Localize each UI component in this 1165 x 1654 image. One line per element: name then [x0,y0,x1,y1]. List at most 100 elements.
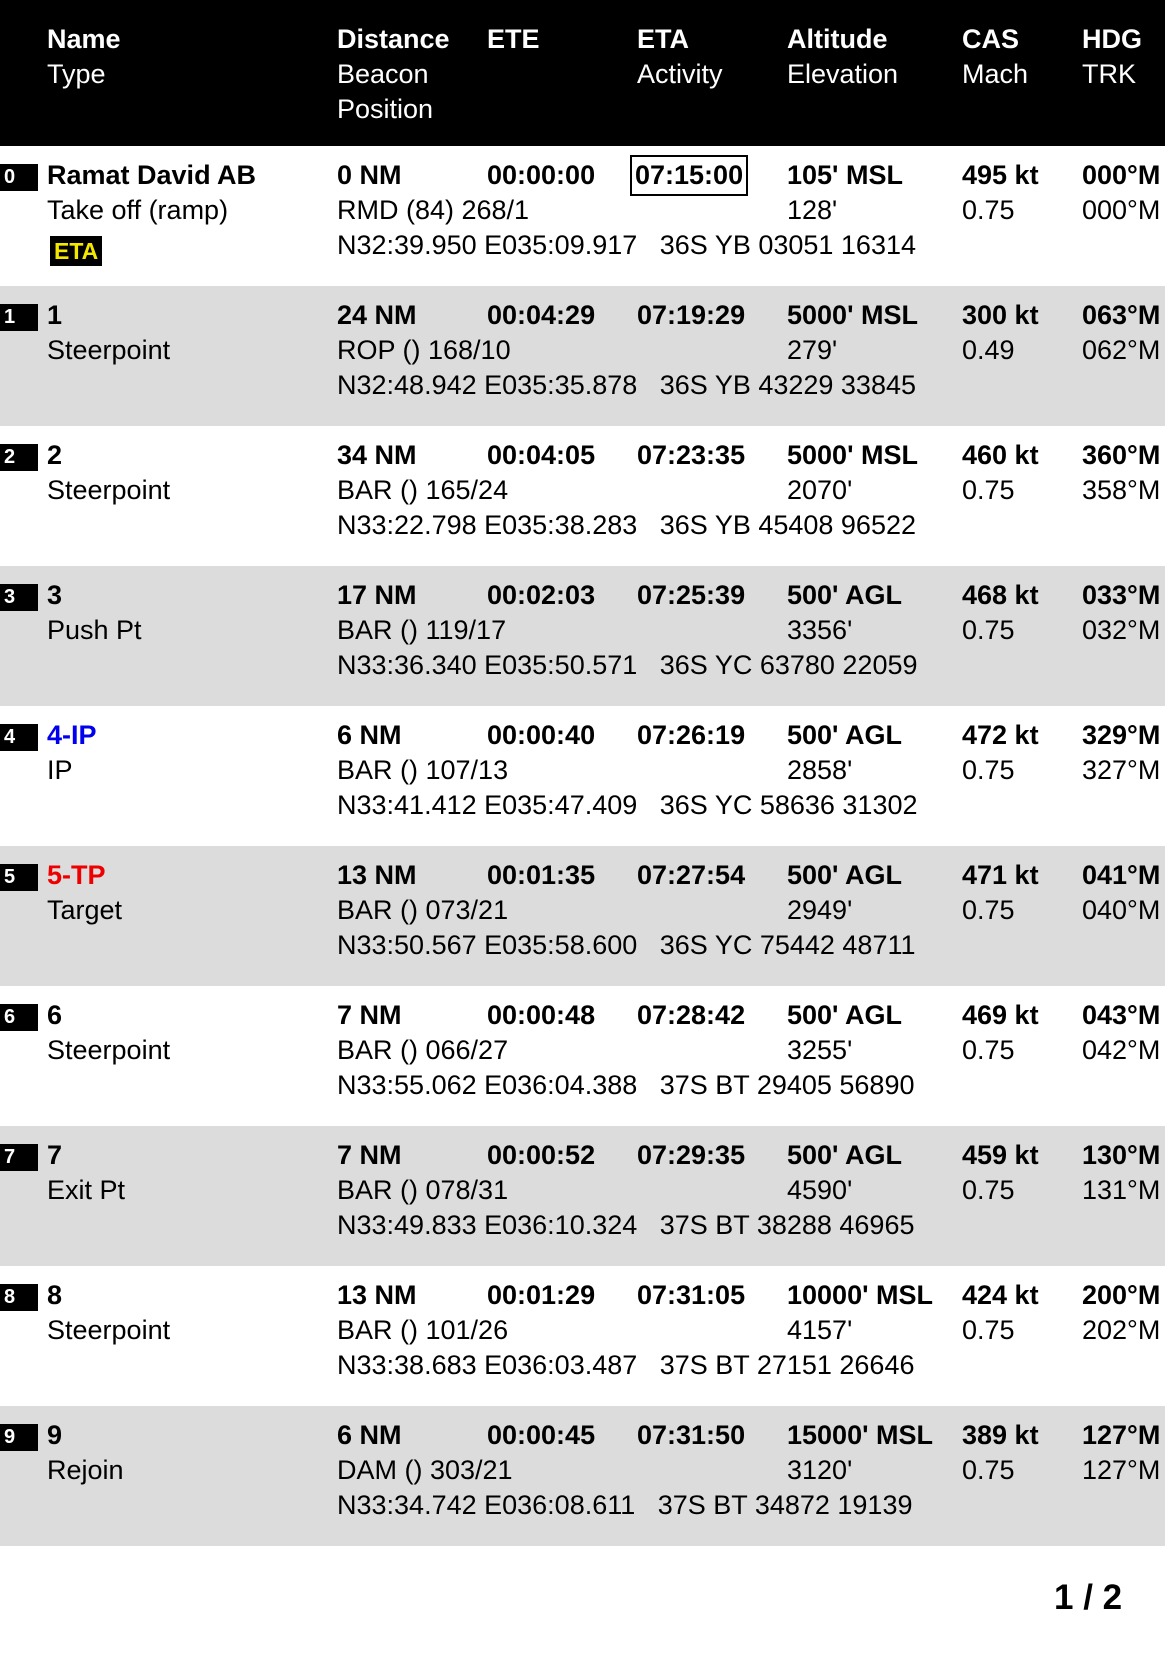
heading: 043°M [1082,1000,1161,1030]
waypoint-type: Steerpoint [47,1315,171,1345]
waypoint-name: 9 [47,1420,63,1450]
table-header: Name Type Distance Beacon Position ETE E… [0,0,1165,146]
ete: 00:00:00 [487,160,596,190]
elevation: 2070' [787,475,853,505]
waypoint-type: Exit Pt [47,1175,126,1205]
heading: 200°M [1082,1280,1161,1310]
header-elevation: Elevation [787,59,899,89]
table-row: 4 4-IP IP 6 NM 00:00:40 07:26:19 500' AG… [0,706,1165,846]
header-altitude-label: Altitude [787,24,888,54]
table-row: 1 1 Steerpoint 24 NM 00:04:29 07:19:29 5… [0,286,1165,426]
beacon: RMD (84) 268/1 [337,195,530,225]
waypoint-name: 5-TP [47,860,106,890]
cas: 460 kt [962,440,1039,470]
row-index: 9 [0,1424,38,1451]
header-mach: Mach [962,59,1029,89]
heading: 033°M [1082,580,1161,610]
beacon: BAR () 101/26 [337,1315,509,1345]
eta: 07:25:39 [637,580,746,610]
row-index: 0 [0,164,38,191]
header-name-type: Name Type [47,22,121,92]
elevation: 128' [787,195,838,225]
track: 042°M [1082,1035,1161,1065]
row-index: 2 [0,444,38,471]
distance: 6 NM [337,1420,402,1450]
altitude: 500' AGL [787,1140,902,1170]
altitude: 500' AGL [787,580,902,610]
position: N33:38.683 E036:03.487 37S BT 27151 2664… [337,1350,915,1380]
mach: 0.75 [962,1175,1015,1205]
header-activity: Activity [637,59,723,89]
header-name: Name [47,24,121,54]
position: N33:55.062 E036:04.388 37S BT 29405 5689… [337,1070,915,1100]
track: 040°M [1082,895,1161,925]
header-cas: CAS Mach [962,22,1028,92]
cas: 471 kt [962,860,1039,890]
waypoint-name: 3 [47,580,63,610]
heading: 127°M [1082,1420,1161,1450]
elevation: 2858' [787,755,853,785]
cas: 495 kt [962,160,1039,190]
header-eta: ETA Activity [637,22,723,92]
table-row: 2 2 Steerpoint 34 NM 00:04:05 07:23:35 5… [0,426,1165,566]
mach: 0.75 [962,195,1015,225]
ete: 00:02:03 [487,580,596,610]
header-cas-label: CAS [962,24,1020,54]
eta: 07:19:29 [637,300,746,330]
eta: 07:28:42 [637,1000,746,1030]
elevation: 3120' [787,1455,853,1485]
header-altitude: Altitude Elevation [787,22,898,92]
heading: 041°M [1082,860,1161,890]
table-row: 3 3 Push Pt 17 NM 00:02:03 07:25:39 500'… [0,566,1165,706]
cas: 424 kt [962,1280,1039,1310]
position: N33:49.833 E036:10.324 37S BT 38288 4696… [337,1210,915,1240]
waypoint-name: 6 [47,1000,63,1030]
beacon: ROP () 168/10 [337,335,511,365]
waypoint-type: Rejoin [47,1455,124,1485]
eta: 07:29:35 [637,1140,746,1170]
position: N33:50.567 E035:58.600 36S YC 75442 4871… [337,930,916,960]
header-beacon: Beacon [337,59,429,89]
position: N33:36.340 E035:50.571 36S YC 63780 2205… [337,650,918,680]
page-number: 1 / 2 [1054,1578,1123,1617]
beacon: BAR () 066/27 [337,1035,509,1065]
waypoint-name: 7 [47,1140,63,1170]
activity-badge: ETA [50,236,103,266]
row-index: 4 [0,724,38,751]
eta: 07:31:05 [637,1280,746,1310]
mach: 0.75 [962,755,1015,785]
beacon: BAR () 119/17 [337,615,507,645]
waypoint-name: Ramat David AB [47,160,257,190]
cas: 472 kt [962,720,1039,750]
altitude: 10000' MSL [787,1280,933,1310]
beacon: BAR () 107/13 [337,755,509,785]
altitude: 500' AGL [787,1000,902,1030]
eta: 07:27:54 [637,860,746,890]
position: N33:22.798 E035:38.283 36S YB 45408 9652… [337,510,916,540]
altitude: 105' MSL [787,160,903,190]
distance: 0 NM [337,160,402,190]
track: 327°M [1082,755,1161,785]
waypoint-type: Target [47,895,123,925]
row-index: 1 [0,304,38,331]
distance: 7 NM [337,1000,402,1030]
elevation: 3255' [787,1035,853,1065]
waypoint-table: 0 Ramat David AB Take off (ramp) ETA 0 N… [0,146,1165,1546]
waypoint-type: Steerpoint [47,1035,171,1065]
waypoint-type: Push Pt [47,615,142,645]
header-distance-label: Distance [337,24,450,54]
position: N32:39.950 E035:09.917 36S YB 03051 1631… [337,230,916,260]
waypoint-name: 2 [47,440,63,470]
beacon: DAM () 303/21 [337,1455,513,1485]
distance: 34 NM [337,440,417,470]
ete: 00:00:48 [487,1000,596,1030]
track: 000°M [1082,195,1161,225]
position: N33:34.742 E036:08.611 37S BT 34872 1913… [337,1490,913,1520]
header-ete-label: ETE [487,24,540,54]
header-trk: TRK [1082,59,1136,89]
ete: 00:01:35 [487,860,596,890]
heading: 000°M [1082,160,1161,190]
beacon: BAR () 073/21 [337,895,509,925]
ete: 00:00:45 [487,1420,596,1450]
